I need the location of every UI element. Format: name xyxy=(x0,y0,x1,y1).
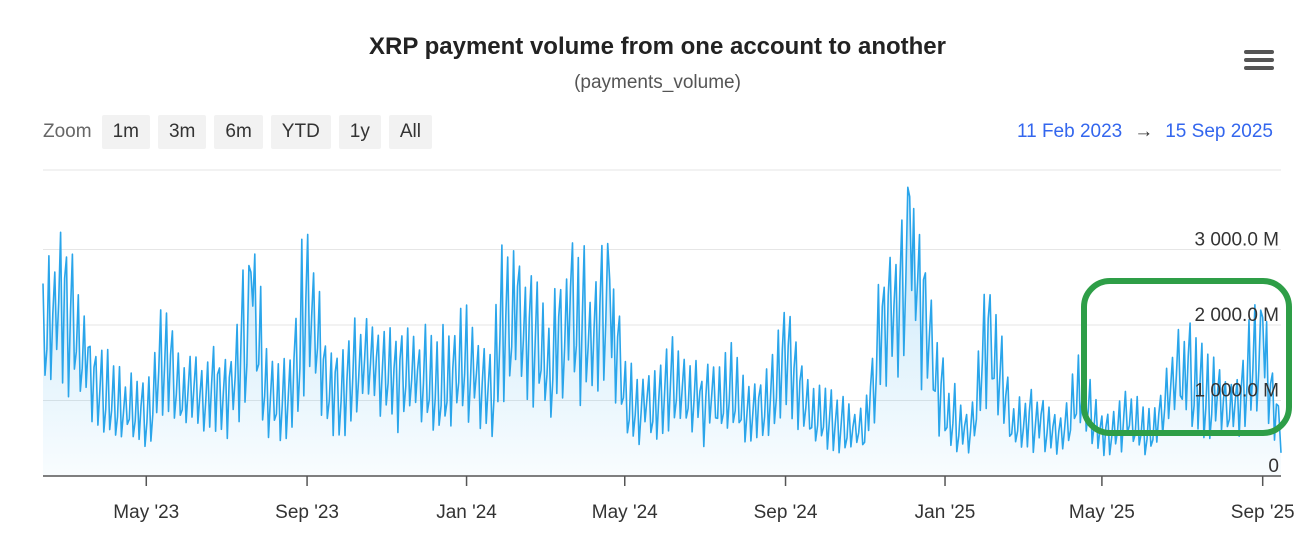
y-tick-label: 0 xyxy=(1268,456,1279,477)
zoom-6m-button[interactable]: 6m xyxy=(214,115,263,149)
zoom-label: Zoom xyxy=(43,121,92,142)
x-tick-label: Sep '23 xyxy=(275,502,339,523)
chart-subtitle: (payments_volume) xyxy=(574,72,741,93)
x-tick-label: May '24 xyxy=(592,502,658,523)
x-tick-label: Sep '25 xyxy=(1231,502,1295,523)
hamburger-menu-icon[interactable] xyxy=(1244,50,1274,76)
zoom-1y-button[interactable]: 1y xyxy=(338,115,381,149)
y-tick-label: 1 000.0 M xyxy=(1195,381,1280,402)
zoom-1m-button[interactable]: 1m xyxy=(101,115,150,149)
date-range: 11 Feb 2023 → 15 Sep 2025 xyxy=(1017,121,1273,143)
zoom-all-button[interactable]: All xyxy=(388,115,432,149)
zoom-3m-button[interactable]: 3m xyxy=(157,115,207,149)
x-tick-label: Jan '25 xyxy=(915,502,976,523)
y-tick-label: 2 000.0 M xyxy=(1195,305,1280,326)
x-tick-label: May '23 xyxy=(113,502,179,523)
series-area xyxy=(43,187,1281,477)
highlight-box xyxy=(1081,278,1292,436)
range-from-date[interactable]: 11 Feb 2023 xyxy=(1016,121,1123,142)
range-to-date[interactable]: 15 Sep 2025 xyxy=(1165,121,1273,142)
x-tick-label: Jan '24 xyxy=(436,502,497,523)
zoom-ytd-button[interactable]: YTD xyxy=(270,115,331,149)
series-line[interactable] xyxy=(42,186,1282,457)
menu-bar xyxy=(1244,58,1274,62)
menu-bar xyxy=(1244,66,1274,70)
range-arrow-icon: → xyxy=(1134,121,1154,142)
y-tick-label: 3 000.0 M xyxy=(1195,230,1280,251)
zoom-bar: Zoom 1m 3m 6m YTD 1y All xyxy=(43,114,440,150)
chart-title: XRP payment volume from one account to a… xyxy=(369,33,946,60)
x-tick-label: Sep '24 xyxy=(754,502,818,523)
menu-bar xyxy=(1244,50,1274,54)
x-tick-label: May '25 xyxy=(1069,502,1135,523)
